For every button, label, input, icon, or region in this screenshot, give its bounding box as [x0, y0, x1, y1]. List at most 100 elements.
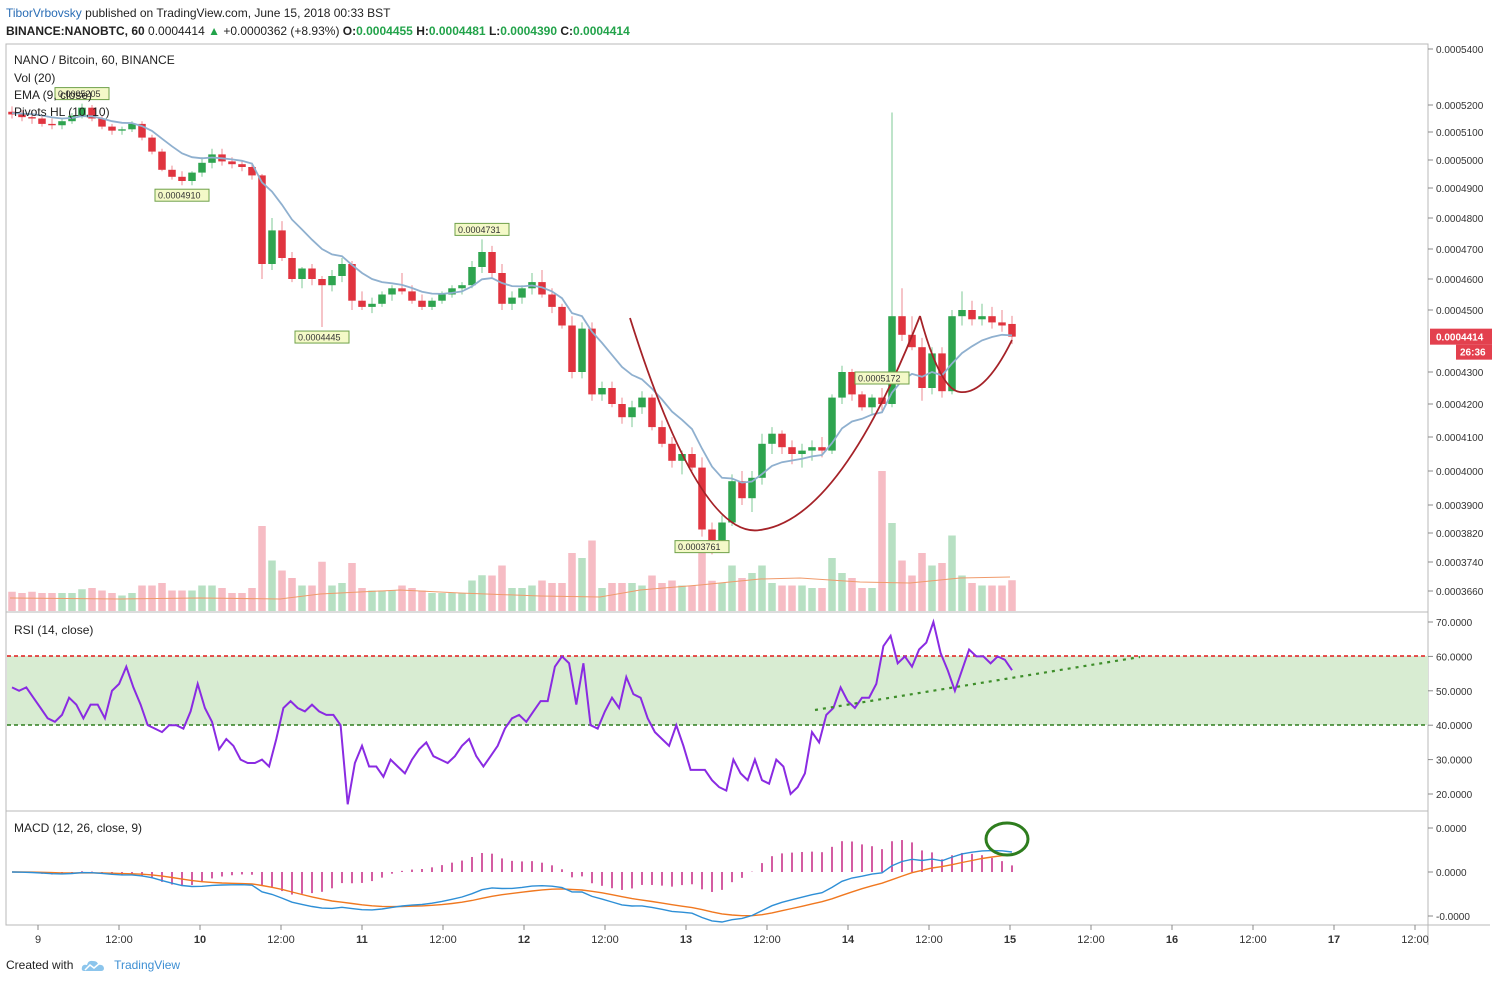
candle: [138, 121, 146, 141]
price-tick-label: 0.0004000: [1436, 467, 1484, 478]
volume-bar: [1008, 580, 1016, 611]
candle: [578, 322, 586, 379]
volume-bar: [448, 593, 456, 611]
publish-info: published on TradingView.com, June 15, 2…: [85, 6, 391, 20]
candle: [628, 400, 636, 428]
volume-bar: [88, 588, 96, 611]
low-value: 0.0004390: [500, 24, 558, 38]
author-link[interactable]: TiborVrbovsky: [6, 6, 82, 20]
last-price-badge: [1430, 328, 1492, 345]
price-tick-label: 0.0004500: [1436, 306, 1484, 317]
volume-bar: [28, 591, 36, 611]
volume-bar: [238, 593, 246, 611]
candle: [948, 310, 956, 395]
volume-bar: [288, 578, 296, 611]
handle-curve: [919, 315, 1013, 393]
candle: [538, 270, 546, 298]
volume-ma-line: [9, 576, 1011, 600]
rsi-tick-label: 20.0000: [1436, 790, 1473, 801]
price-pane-frame: [5, 43, 1429, 613]
time-tick-label: 12:00: [915, 934, 943, 946]
macd-signal-path: [12, 854, 1013, 917]
candle: [148, 134, 156, 155]
volume-bar: [428, 593, 436, 611]
close-value: 0.0004414: [573, 24, 630, 38]
volume-bar: [968, 583, 976, 611]
candle: [648, 394, 656, 431]
candle: [518, 285, 526, 304]
legend-pivots: Pivots HL (10, 10): [14, 105, 110, 119]
volume-bar: [468, 580, 476, 611]
up-arrow-icon: ▲: [208, 24, 220, 38]
volume-bar: [488, 575, 496, 611]
candle: [998, 310, 1006, 332]
candle: [348, 261, 356, 310]
volume-bar: [558, 583, 566, 611]
volume-bar: [898, 560, 906, 611]
change-value: +0.0000362 (+8.93%): [223, 24, 340, 38]
price-tick-label: 0.0004700: [1436, 245, 1484, 256]
volume-bar: [678, 585, 686, 611]
candle: [838, 365, 846, 404]
tradingview-cloud-icon: [81, 960, 104, 971]
candle: [598, 381, 606, 401]
volume-bar: [18, 593, 26, 611]
candle: [908, 316, 916, 351]
candle: [498, 264, 506, 310]
volume-bar: [718, 583, 726, 611]
candle: [508, 291, 516, 310]
candle: [758, 433, 766, 485]
price-tick-label: 0.0003660: [1436, 587, 1484, 598]
candle: [428, 297, 436, 310]
volume-bar: [638, 585, 646, 611]
symbol-label: BINANCE:NANOBTC, 60: [6, 24, 145, 38]
svg-text:0.0004910: 0.0004910: [158, 191, 201, 201]
volume-bar: [248, 588, 256, 611]
volume-bar: [778, 585, 786, 611]
last-price: 0.0004414: [148, 24, 205, 38]
legend-ema: EMA (9, close): [14, 88, 92, 102]
price-tick-label: 0.0004800: [1436, 214, 1484, 225]
candle: [488, 245, 496, 279]
high-value: 0.0004481: [428, 24, 486, 38]
candle: [278, 221, 286, 261]
candle: [358, 291, 366, 310]
candle: [38, 115, 46, 127]
countdown-badge: [1456, 344, 1492, 360]
volume-bars: [8, 471, 1016, 611]
volume-bar: [808, 588, 816, 611]
price-tick-label: 0.0004300: [1436, 368, 1484, 379]
pivot-label: 0.0003761: [674, 540, 730, 554]
svg-text:0.0004731: 0.0004731: [458, 225, 501, 235]
candle: [608, 381, 616, 408]
last-price-label: 0.0004414: [1436, 333, 1484, 344]
volume-bar: [48, 593, 56, 611]
candle: [668, 437, 676, 468]
tradingview-brand[interactable]: TradingView: [114, 958, 181, 972]
candle: [918, 337, 926, 401]
volume-bar: [688, 585, 696, 611]
volume-bar: [358, 588, 366, 611]
volume-bar: [508, 588, 516, 611]
volume-bar: [268, 560, 276, 611]
macd-lines: MACD (12, 26, close, 9): [11, 821, 1013, 923]
candle: [568, 316, 576, 379]
volume-bar: [328, 585, 336, 611]
rsi-trendline: [814, 655, 1141, 712]
volume-bar: [658, 583, 666, 611]
volume-bar: [628, 583, 636, 611]
volume-bar: [388, 590, 396, 611]
volume-bar: [568, 553, 576, 611]
volume-bar: [748, 573, 756, 611]
price-tick-label: 0.0005000: [1436, 156, 1484, 167]
macd-title: MACD (12, 26, close, 9): [14, 821, 142, 835]
footer: Created with TradingView: [6, 958, 180, 973]
volume-bar: [648, 575, 656, 611]
rsi-tick-label: 70.0000: [1436, 618, 1473, 629]
price-tick-label: 0.0003900: [1436, 501, 1484, 512]
candle: [898, 288, 906, 341]
volume-bar: [228, 593, 236, 611]
macd-line-path: [11, 849, 1013, 923]
high-label: H:: [416, 24, 429, 38]
